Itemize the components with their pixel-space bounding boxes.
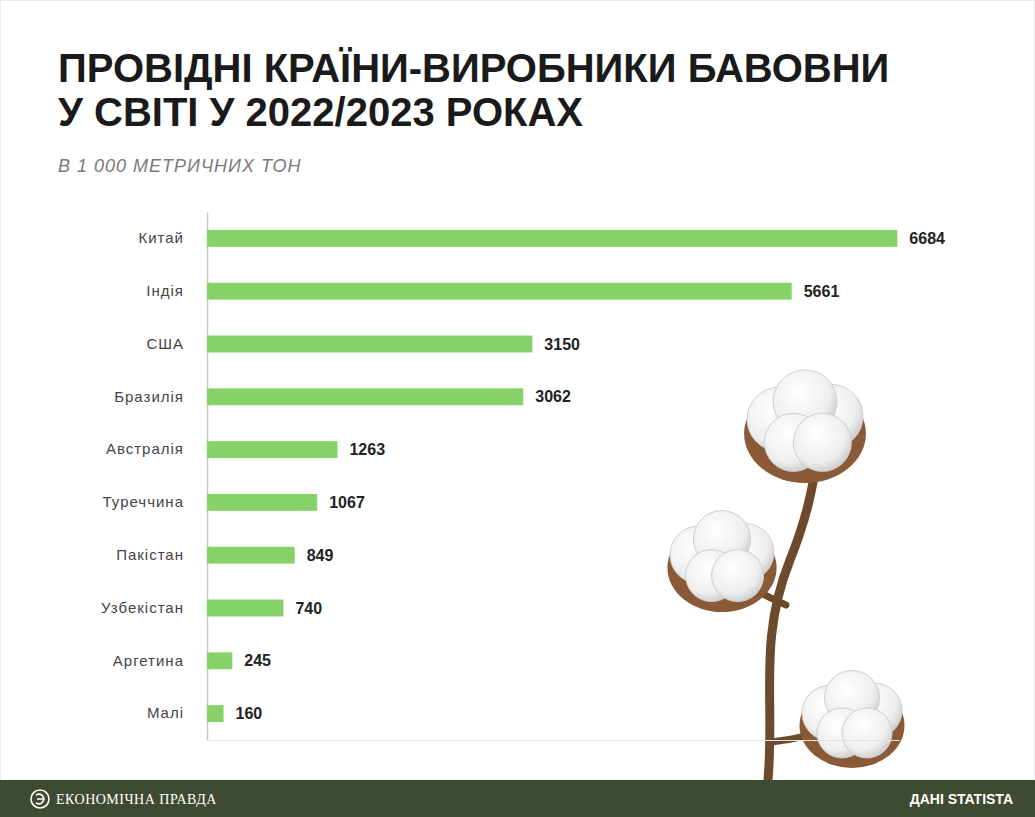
y-tick-label: Аргетина [113,652,184,669]
title: ПРОВІДНІ КРАЇНИ-ВИРОБНИКИ БАВОВНИУ СВІТІ… [58,46,889,134]
cotton-boll [800,671,905,769]
bar [207,441,337,458]
data-label: 3062 [535,388,571,405]
boll-lobe [793,413,851,471]
data-label: 5661 [804,283,840,300]
cotton-boll [667,511,776,612]
subtitle: В 1 000 МЕТРИЧНИХ ТОН [58,156,302,176]
y-tick: Малі [147,704,184,721]
y-tick-label: Бразилія [114,388,184,405]
publisher: ЕКОНОМІЧНА ПРАВДА [56,792,217,807]
bar [207,600,283,617]
bar [207,652,232,669]
data-label: 6684 [909,230,945,247]
y-tick: Індія [146,282,184,299]
y-tick: Пакістан [116,546,184,563]
y-tick-label: Австралія [106,440,184,457]
footer-band [0,780,1035,817]
y-tick: Аргетина [113,652,184,669]
y-axis: Китай Індія США Бразилія Австралія Туреччина П… [101,213,207,741]
x-axis [208,740,900,741]
boll-lobe [712,550,764,602]
y-tick: Туреччина [103,493,184,510]
y-tick: США [146,335,184,352]
y-tick-label: Малі [147,704,184,721]
bars [207,230,897,722]
title-line: ПРОВІДНІ КРАЇНИ-ВИРОБНИКИ БАВОВНИ [58,46,889,90]
y-tick-label: Індія [146,282,184,299]
x-axis-line [208,740,900,741]
y-tick: Австралія [106,440,184,457]
y-tick-label: США [146,335,184,352]
data-label: 245 [244,652,271,669]
logo-mark [36,794,44,804]
bar [207,494,317,511]
data-label: 1067 [329,494,365,511]
y-tick: Китай [138,229,184,246]
data-label: 740 [295,600,322,617]
publisher-logo [31,790,49,808]
data-labels: 6684 5661 3150 3062 1263 1067 849 740 245 160 [236,230,946,722]
bar [207,283,792,300]
background [0,0,1035,817]
data-label: 3150 [544,336,580,353]
y-tick-label: Туреччина [103,493,184,510]
y-tick: Бразилія [114,388,184,405]
logo-ring [31,790,49,808]
data-label: 849 [307,547,334,564]
bar [207,336,532,353]
y-tick-label: Китай [138,229,184,246]
y-tick-label: Пакістан [116,546,184,563]
chart: ПРОВІДНІ КРАЇНИ-ВИРОБНИКИ БАВОВНИУ СВІТІ… [0,0,1035,817]
boll-lobe [842,708,892,758]
y-tick-label: Узбекістан [101,599,184,616]
bar [207,705,224,722]
cotton-boll [744,370,866,483]
data-label: 160 [236,705,263,722]
bar [207,230,897,247]
title-line: У СВІТІ У 2022/2023 РОКАХ [58,90,583,134]
source: ДАНІ STATISTA [910,791,1013,807]
bar [207,547,295,564]
y-tick: Узбекістан [101,599,184,616]
data-label: 1263 [349,441,385,458]
cotton-decoration [667,370,904,780]
bar [207,388,523,405]
